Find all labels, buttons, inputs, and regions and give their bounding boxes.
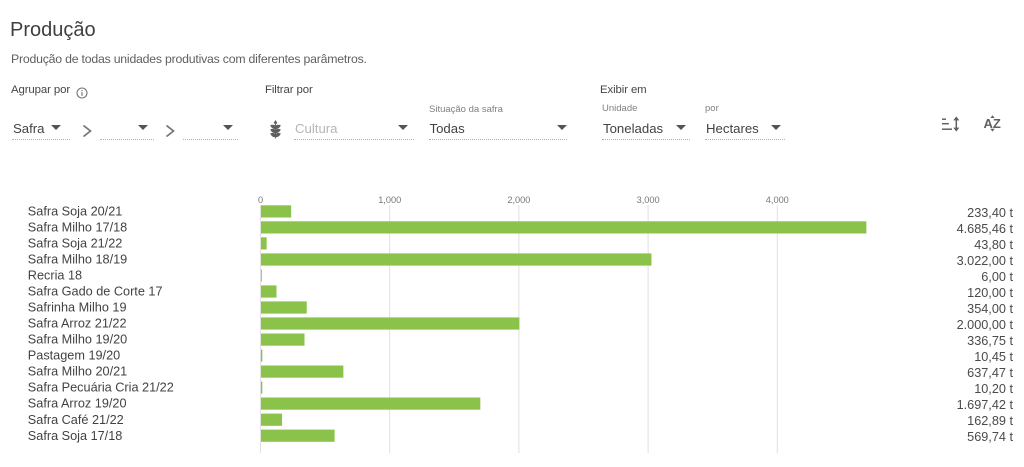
svg-text:43,80 t: 43,80 t [974, 238, 1013, 252]
svg-text:Safra Café 21/22: Safra Café 21/22 [28, 413, 124, 427]
svg-text:Safra Soja 21/22: Safra Soja 21/22 [28, 237, 123, 251]
svg-text:4.685,46 t: 4.685,46 t [957, 222, 1014, 236]
svg-text:336,75 t: 336,75 t [967, 334, 1013, 348]
svg-text:10,45 t: 10,45 t [974, 350, 1013, 364]
svg-text:Safra Pecuária Cria 21/22: Safra Pecuária Cria 21/22 [28, 381, 174, 395]
svg-text:637,47 t: 637,47 t [967, 366, 1013, 380]
svg-text:Safra Soja 20/21: Safra Soja 20/21 [28, 205, 123, 219]
svg-text:Safra Milho 17/18: Safra Milho 17/18 [28, 221, 127, 235]
svg-text:1.697,42 t: 1.697,42 t [957, 398, 1014, 412]
svg-text:3,000: 3,000 [637, 195, 660, 205]
svg-text:354,00 t: 354,00 t [967, 302, 1013, 316]
svg-text:Safra Arroz 21/22: Safra Arroz 21/22 [28, 317, 127, 331]
svg-text:0: 0 [258, 195, 263, 205]
svg-text:120,00 t: 120,00 t [967, 286, 1013, 300]
svg-text:4,000: 4,000 [766, 195, 789, 205]
svg-text:Safra Soja 17/18: Safra Soja 17/18 [28, 429, 123, 443]
svg-text:Safra Arroz 19/20: Safra Arroz 19/20 [28, 397, 127, 411]
svg-text:Pastagem 19/20: Pastagem 19/20 [28, 349, 120, 363]
svg-text:Safra Milho 18/19: Safra Milho 18/19 [28, 253, 127, 267]
svg-text:Safra Milho 20/21: Safra Milho 20/21 [28, 365, 127, 379]
svg-text:569,74 t: 569,74 t [967, 430, 1013, 444]
svg-text:2,000: 2,000 [507, 195, 530, 205]
svg-text:AZ: AZ [984, 116, 1001, 131]
svg-text:Safrinha Milho 19: Safrinha Milho 19 [28, 301, 127, 315]
svg-text:3.022,00 t: 3.022,00 t [957, 254, 1014, 268]
svg-text:Safra Gado de Corte 17: Safra Gado de Corte 17 [28, 285, 163, 299]
svg-text:Safra Milho 19/20: Safra Milho 19/20 [28, 333, 127, 347]
svg-text:233,40 t: 233,40 t [967, 206, 1013, 220]
svg-text:10,20 t: 10,20 t [974, 382, 1013, 396]
svg-text:6,00 t: 6,00 t [981, 270, 1013, 284]
svg-text:Recria 18: Recria 18 [28, 269, 82, 283]
svg-text:1,000: 1,000 [378, 195, 401, 205]
svg-text:2.000,00 t: 2.000,00 t [957, 318, 1014, 332]
svg-text:162,89 t: 162,89 t [967, 414, 1013, 428]
